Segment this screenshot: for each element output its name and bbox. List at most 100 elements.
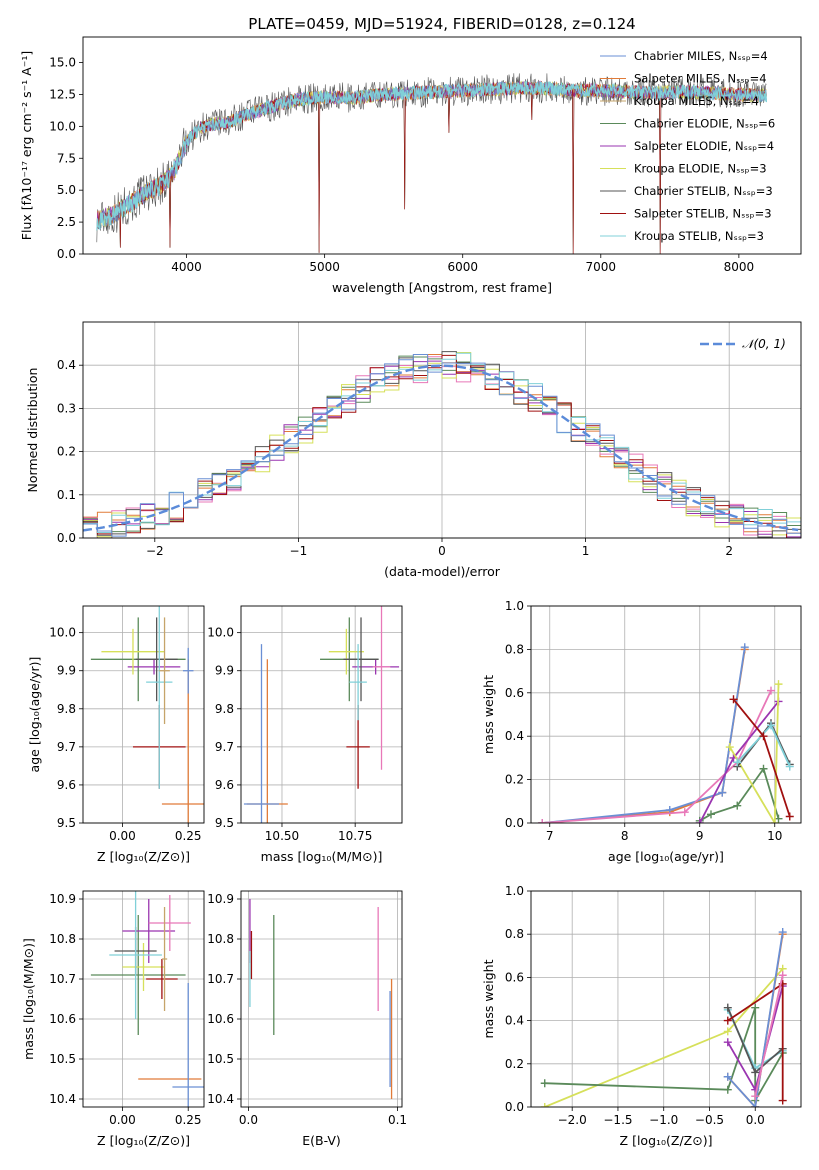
- z_mass-axes: 0.00 0.25 10.4 10.5 10.6 10.7 10.8 10.9 Z [log₁₀…: [21, 891, 204, 1148]
- y-tick-label: 1.0: [505, 884, 524, 898]
- weight-marker: [774, 814, 783, 823]
- y-tick-label: 0.4: [57, 358, 76, 372]
- z_age-axes: 0.00 0.25 9.5 9.6 9.7 9.8 9.9 10.0 Z [log₁₀(Z/Z⊙…: [27, 606, 204, 864]
- y-tick-label: 9.6: [215, 778, 234, 792]
- mass_age-frame: [240, 605, 403, 824]
- weight-marker: [785, 762, 794, 771]
- x-tick-label: −2: [146, 544, 164, 558]
- y-tick-label: 0.0: [505, 1100, 524, 1114]
- weight-marker: [729, 695, 738, 704]
- weight-marker: [540, 1103, 549, 1107]
- weight-marker: [740, 643, 749, 652]
- weight-marker: [751, 1092, 760, 1101]
- legend-entry: Kroupa MILES, Nₛₛₚ=4: [634, 94, 759, 108]
- y-tick-label: 10.9: [49, 892, 76, 906]
- y-axis-label: mass weight: [481, 959, 496, 1038]
- spectrum-legend: Chabrier MILES, Nₛₛₚ=4 Salpeter MILES, Nₛ…: [600, 49, 775, 243]
- weight-marker: [723, 1038, 732, 1047]
- x-tick-label: 0.25: [175, 829, 202, 843]
- y-axis-label: Normed distribution: [25, 368, 40, 493]
- weight-line: [727, 931, 784, 1107]
- x-tick-label: 8: [621, 829, 629, 843]
- weight-marker: [767, 721, 775, 730]
- y-tick-label: 0.4: [505, 729, 524, 743]
- x-tick-label: −2.0: [558, 1113, 587, 1127]
- y-tick-label: 0.0: [57, 531, 76, 545]
- residuals-frame: [82, 321, 802, 539]
- weight-marker: [540, 1079, 549, 1088]
- y-axis-label: Flux [fλ10⁻¹⁷ erg cm⁻² s⁻¹ A⁻¹]: [19, 51, 34, 240]
- x-tick-label: 0: [438, 544, 446, 558]
- residual-legend: 𝒩(0, 1): [700, 337, 786, 351]
- y-tick-label: 9.9: [57, 664, 76, 678]
- y-tick-label: 0.6: [505, 970, 524, 984]
- weight-marker: [723, 1085, 732, 1094]
- y-tick-label: 10.8: [49, 932, 76, 946]
- x-tick-label: 0.00: [109, 829, 136, 843]
- weight-marker: [778, 928, 787, 937]
- y-tick-label: 10.4: [49, 1092, 76, 1106]
- x-axis-label: mass [log₁₀(M/M⊙)]: [261, 849, 383, 864]
- y-tick-label: 10.0: [49, 119, 76, 133]
- z_weight-axes: −2.0 −1.5 −1.0 −0.5 0.0 0.0 0.2 0.4 0.6 0.8 1.0 Z […: [481, 884, 801, 1148]
- weight-line: [542, 690, 772, 823]
- y-tick-label: 9.6: [57, 778, 76, 792]
- weight-marker: [723, 1003, 732, 1012]
- legend-entry: Kroupa STELIB, Nₛₛₚ=3: [634, 229, 764, 243]
- weight-marker: [725, 743, 734, 752]
- y-tick-label: 0.3: [57, 401, 76, 415]
- y-tick-label: 1.0: [505, 599, 524, 613]
- weight-marker: [751, 1068, 760, 1077]
- weight-marker: [751, 1103, 760, 1107]
- x-axis-label: Z [log₁₀(Z/Z⊙)]: [97, 1133, 190, 1148]
- x-tick-label: 10.50: [265, 829, 299, 843]
- x-axis-label: E(B-V): [302, 1133, 341, 1148]
- weight-marker: [680, 808, 689, 817]
- weight-marker: [733, 801, 742, 810]
- y-tick-label: 0.0: [57, 247, 76, 261]
- spectrum-frame: [82, 36, 802, 255]
- weight-marker: [751, 1003, 760, 1012]
- legend-entry: Chabrier STELIB, Nₛₛₚ=3: [634, 184, 773, 198]
- y-axis-label: mass weight: [481, 675, 496, 754]
- y-tick-label: 0.2: [505, 773, 524, 787]
- y-tick-label: 9.5: [57, 816, 76, 830]
- y-tick-label: 9.8: [57, 702, 76, 716]
- ebv_mass-errorbars: [249, 899, 393, 1099]
- z_weight-lines: [540, 928, 787, 1107]
- y-tick-label: 9.5: [215, 816, 234, 830]
- y-tick-label: 0.2: [505, 1057, 524, 1071]
- y-tick-label: 0.4: [505, 1014, 524, 1028]
- legend-entry: Salpeter MILES, Nₛₛₚ=4: [634, 72, 767, 86]
- x-tick-label: 5000: [309, 260, 340, 274]
- legend-entry: Salpeter STELIB, Nₛₛₚ=3: [634, 207, 772, 221]
- x-tick-label: 10: [767, 829, 782, 843]
- y-tick-label: 10.0: [207, 626, 234, 640]
- spectrum-series-kroupa_stelib: [96, 80, 768, 231]
- x-tick-label: 7000: [586, 260, 617, 274]
- weight-marker: [538, 819, 547, 823]
- x-tick-label: 10.75: [338, 829, 372, 843]
- y-tick-label: 10.0: [49, 626, 76, 640]
- y-tick-label: 10.5: [49, 1052, 76, 1066]
- y-tick-label: 10.7: [49, 972, 76, 986]
- x-tick-label: −0.5: [695, 1113, 724, 1127]
- weight-marker: [718, 788, 727, 797]
- y-tick-label: 10.7: [207, 972, 234, 986]
- x-tick-label: 0.1: [388, 1113, 407, 1127]
- age_weight-frame: [530, 605, 802, 824]
- weight-line: [754, 975, 784, 1097]
- x-tick-label: 6000: [447, 260, 478, 274]
- age_weight-axes: 7 8 9 10 0.0 0.2 0.4 0.6 0.8 1.0 age [log₁₀(age/yr…: [481, 599, 801, 864]
- x-tick-label: 0.0: [239, 1113, 258, 1127]
- x-tick-label: 0.0: [746, 1113, 765, 1127]
- y-tick-label: 9.7: [57, 740, 76, 754]
- weight-marker: [785, 812, 794, 821]
- weight-marker: [733, 758, 742, 767]
- y-tick-label: 10.4: [207, 1092, 234, 1106]
- spectrum-lines: [96, 73, 768, 254]
- weight-marker: [723, 1027, 732, 1036]
- z_age-frame: [82, 605, 205, 824]
- y-tick-label: 9.8: [215, 702, 234, 716]
- y-tick-label: 7.5: [57, 151, 76, 165]
